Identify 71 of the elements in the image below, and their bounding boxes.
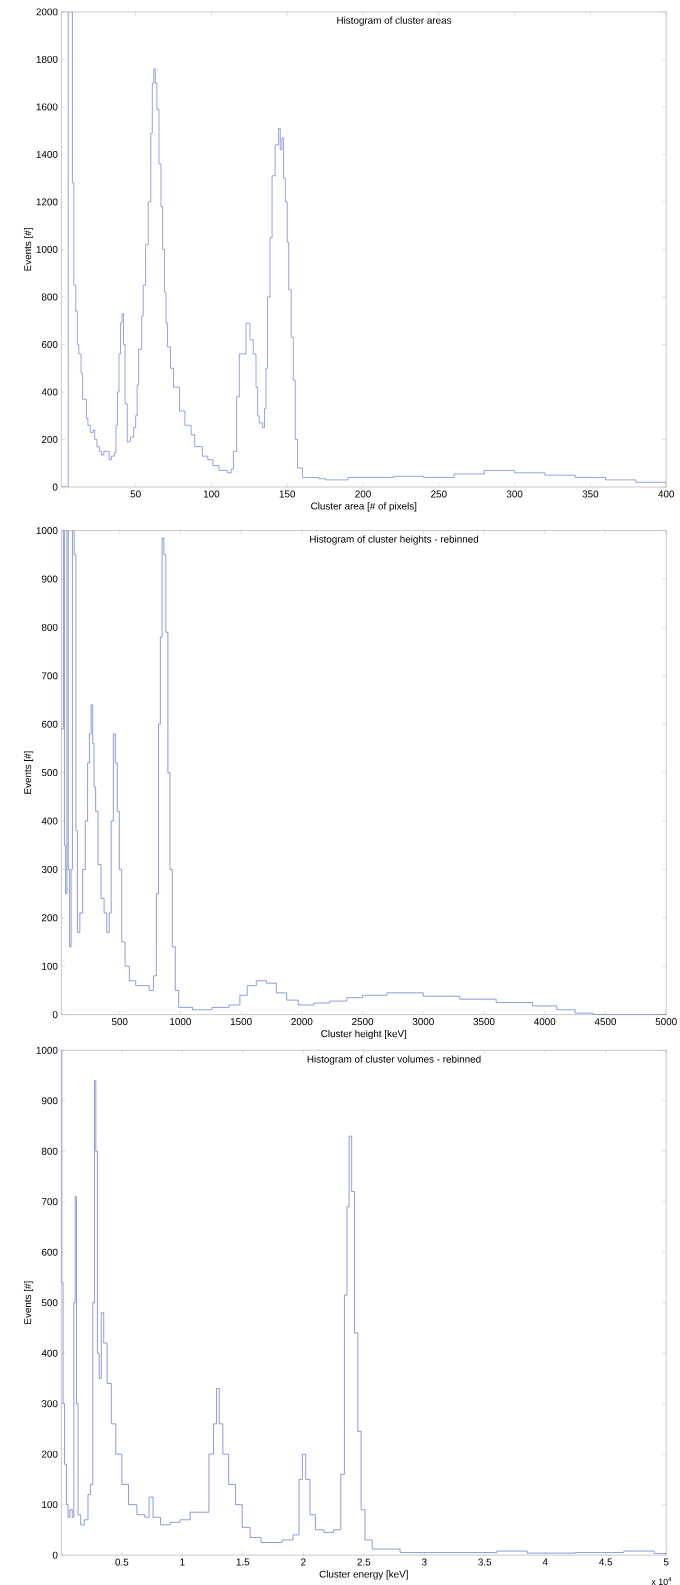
x-tick-label: 3000 — [412, 1018, 434, 1026]
x-tick-label: 2 — [300, 1558, 306, 1566]
x-tick-label: 2500 — [351, 1018, 373, 1026]
y-tick-label: 1000 — [36, 527, 58, 535]
y-tick-label: 600 — [41, 1248, 58, 1256]
x-tick-label: 3 — [421, 1558, 427, 1566]
y-tick-label: 1800 — [36, 55, 58, 63]
y-tick-label: 1000 — [36, 245, 58, 253]
y-tick-label: 200 — [41, 914, 58, 922]
y-tick-label: 800 — [41, 1147, 58, 1155]
y-tick-label: 900 — [41, 1097, 58, 1105]
y-axis-title: Events [#] — [23, 1281, 33, 1324]
x-tick-label: 4 — [542, 1558, 548, 1566]
x-tick-label: 250 — [430, 490, 447, 498]
y-tick-label: 800 — [41, 293, 58, 301]
x-tick-label: 1500 — [230, 1018, 252, 1026]
y-tick-label: 1600 — [36, 103, 58, 111]
y-tick-label: 400 — [41, 817, 58, 825]
x-axis-title: Cluster energy [keV] — [319, 1570, 408, 1580]
x-tick-label: 2.5 — [357, 1558, 370, 1566]
y-tick-label: 600 — [41, 720, 58, 728]
y-tick-label: 500 — [41, 769, 58, 777]
x-tick-label: 300 — [506, 490, 523, 498]
x-tick-label: 4500 — [594, 1018, 616, 1026]
y-tick-label: 200 — [41, 436, 58, 443]
x-axis-title: Cluster area [# of pixels] — [310, 502, 417, 512]
y-tick-label: 400 — [41, 388, 58, 396]
x-tick-label: 0.5 — [115, 1558, 129, 1566]
y-tick-label: 900 — [41, 575, 58, 583]
y-tick-label: 1200 — [36, 198, 58, 206]
text: x 10$^{4}$ — [651, 1577, 672, 1585]
x-tick-label: 4000 — [533, 1018, 556, 1026]
y-tick-label: 0 — [52, 1551, 58, 1559]
y-axis-title: Events [#] — [23, 228, 33, 271]
x-tick-label: 2000 — [291, 1018, 313, 1026]
chart-title: Histogram of cluster heights - rebinned — [309, 535, 478, 545]
y-tick-label: 500 — [41, 1299, 58, 1307]
y-tick-label: 300 — [41, 1400, 58, 1408]
y-tick-label: 700 — [41, 1198, 58, 1206]
y-tick-label: 100 — [41, 962, 58, 970]
y-tick-label: 700 — [41, 672, 58, 680]
x-tick-label: 3500 — [473, 1018, 495, 1026]
y-tick-label: 600 — [41, 341, 58, 348]
y-tick-label: 0 — [52, 1011, 58, 1019]
y-tick-label: 400 — [41, 1349, 58, 1357]
y-tick-label: 100 — [41, 1501, 58, 1509]
y-tick-label: 1000 — [36, 1046, 58, 1054]
x-tick-label: 4.5 — [598, 1558, 612, 1566]
y-tick-label: 200 — [41, 1450, 58, 1458]
x-tick-label: 400 — [657, 490, 674, 498]
x-tick-label: 1.5 — [236, 1558, 250, 1566]
y-tick-label: 800 — [41, 623, 58, 631]
x-tick-label: 500 — [111, 1018, 128, 1026]
chart-title: Histogram of cluster volumes - rebinned — [307, 1055, 481, 1065]
x-tick-label: 200 — [355, 490, 371, 498]
y-tick-label: 2000 — [36, 8, 58, 16]
chart-title: Histogram of cluster areas — [337, 16, 451, 26]
x-tick-label: 3.5 — [478, 1558, 491, 1566]
x-tick-label: 50 — [130, 490, 141, 498]
y-tick-label: 300 — [41, 865, 58, 873]
x-tick-label: 100 — [203, 490, 220, 498]
x-axis-title: Cluster height [keV] — [321, 1029, 406, 1040]
x-tick-label: 5000 — [655, 1018, 677, 1026]
x-tick-label: 150 — [279, 490, 295, 498]
x-tick-label: 5 — [663, 1558, 669, 1566]
x-tick-label: 1000 — [169, 1018, 191, 1026]
y-axis-title: Events [#] — [23, 751, 33, 794]
y-tick-label: 0 — [52, 483, 58, 491]
x-tick-label: 350 — [582, 490, 599, 498]
x-tick-label: 1 — [180, 1558, 185, 1566]
y-tick-label: 1400 — [36, 150, 58, 158]
